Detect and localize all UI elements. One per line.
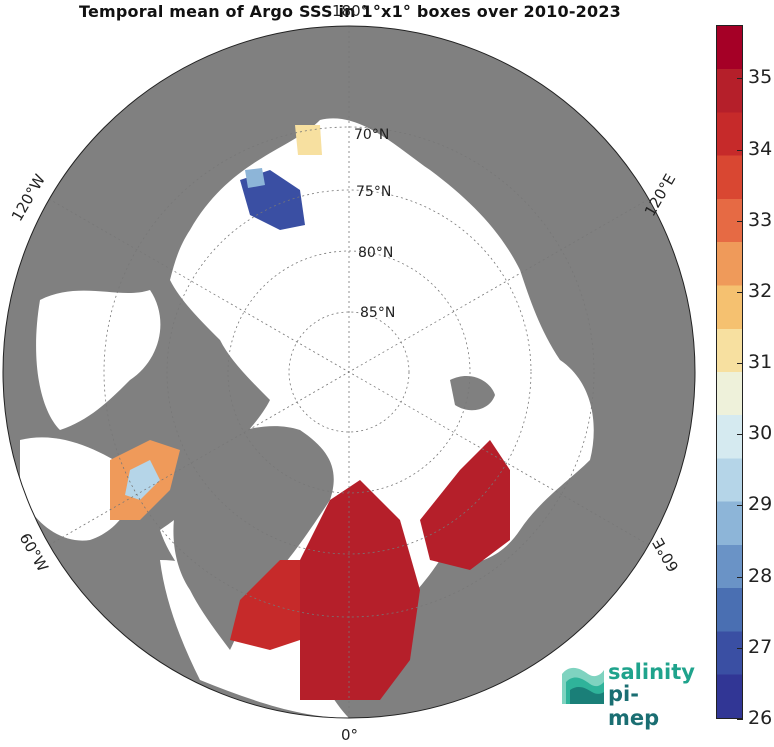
canadian-archipelago-water	[36, 290, 161, 430]
colorbar	[716, 25, 743, 719]
lat-label-80: 80°N	[358, 245, 393, 261]
logo-word-salinity: salinity	[608, 660, 695, 684]
colorbar-tick-mark	[737, 78, 743, 80]
graticule	[48, 26, 650, 718]
salinity-pi-mep-logo: salinity pi-mep	[560, 660, 695, 730]
sss-cell-beaufort-light	[245, 168, 265, 188]
lat-circle-80	[227, 250, 471, 494]
colorbar-tick-mark	[737, 149, 743, 151]
sss-cells	[110, 125, 510, 700]
colorbar-tick-label: 30	[748, 422, 773, 445]
colorbar-tick-mark	[737, 363, 743, 365]
lon-label-60e: 60°E	[649, 535, 683, 575]
colorbar-tick-label: 32	[748, 279, 773, 302]
lat-circle-85	[288, 311, 410, 433]
lat-label-70: 70°N	[354, 127, 389, 143]
sss-cell-bering	[295, 125, 322, 155]
colorbar-tick-mark	[737, 576, 743, 578]
greenland	[173, 426, 334, 650]
colorbar-tick-mark	[737, 505, 743, 507]
colorbar-tick-label: 27	[748, 635, 773, 658]
colorbar-tick-label: 35	[748, 66, 773, 89]
lat-label-85: 85°N	[360, 305, 395, 321]
colorbar-tick-mark	[737, 220, 743, 222]
lon-label-180: 180°	[332, 2, 368, 20]
lat-circle-70	[103, 126, 595, 618]
lon-label-0: 0°	[341, 726, 358, 744]
logo-wave-icon	[562, 667, 604, 704]
map-title: Temporal mean of Argo SSS in 1°x1° boxes…	[78, 2, 622, 21]
logo-word-pi-mep: pi-mep	[608, 682, 660, 730]
colorbar-tick-label: 26	[748, 707, 773, 729]
meridian-60w	[48, 198, 650, 546]
sss-cell-baffin-fresh	[125, 460, 160, 500]
sss-cell-atlantic-high	[300, 480, 420, 700]
lat-label-75: 75°N	[356, 184, 391, 200]
sss-cell-norwegian	[230, 560, 300, 650]
sss-cell-barents	[420, 440, 510, 570]
hudson-bay	[20, 437, 133, 541]
lat-circle-75	[166, 189, 532, 555]
map-frame	[2, 25, 696, 719]
colorbar-tick-label: 33	[748, 208, 773, 231]
colorbar-tick-mark	[737, 291, 743, 293]
colorbar-tick-mark	[737, 434, 743, 436]
colorbar-tick-label: 29	[748, 493, 773, 516]
colorbar-tick-label: 31	[748, 351, 773, 374]
colorbar-tick-label: 28	[748, 564, 773, 587]
colorbar-tick-mark	[737, 647, 743, 649]
colorbar-tick-label: 34	[748, 137, 773, 160]
svalbard	[450, 375, 495, 411]
colorbar-tick-mark	[737, 719, 743, 720]
